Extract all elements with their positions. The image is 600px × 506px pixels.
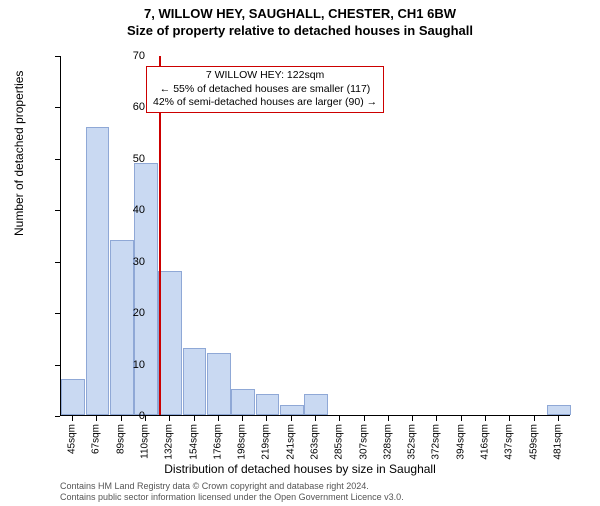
- credits-line1: Contains HM Land Registry data © Crown c…: [60, 481, 404, 492]
- xtick-mark: [72, 416, 73, 421]
- xtick-mark: [339, 416, 340, 421]
- histogram-bar: [86, 127, 110, 415]
- histogram-bar: [183, 348, 207, 415]
- xtick-mark: [388, 416, 389, 421]
- xtick-label: 110sqm: [140, 424, 151, 459]
- annotation-line: ← 55% of detached houses are smaller (11…: [153, 83, 377, 97]
- annotation-line: 7 WILLOW HEY: 122sqm: [153, 69, 377, 83]
- xtick-label: 198sqm: [237, 424, 248, 460]
- histogram-bar: [134, 163, 158, 415]
- xtick-label: 416sqm: [480, 424, 491, 460]
- y-axis-label: Number of detached properties: [12, 71, 26, 236]
- histogram-bar: [304, 394, 328, 415]
- ytick-label: 20: [115, 307, 145, 319]
- histogram-bar: [547, 405, 571, 415]
- ytick-label: 60: [115, 101, 145, 113]
- xtick-label: 372sqm: [431, 424, 442, 460]
- xtick-label: 328sqm: [382, 424, 393, 460]
- xtick-mark: [364, 416, 365, 421]
- ytick-mark: [55, 365, 60, 366]
- histogram-bar: [158, 271, 182, 415]
- ytick-mark: [55, 56, 60, 57]
- histogram-bar: [207, 353, 231, 415]
- xtick-label: 67sqm: [91, 424, 102, 454]
- xtick-mark: [96, 416, 97, 421]
- ytick-mark: [55, 107, 60, 108]
- x-axis-label: Distribution of detached houses by size …: [0, 462, 600, 476]
- ytick-label: 40: [115, 204, 145, 216]
- xtick-mark: [218, 416, 219, 421]
- histogram-bar: [256, 394, 280, 415]
- xtick-label: 481sqm: [552, 424, 563, 460]
- ytick-mark: [55, 416, 60, 417]
- histogram-bar: [61, 379, 85, 415]
- xtick-label: 307sqm: [358, 424, 369, 460]
- xtick-label: 459sqm: [528, 424, 539, 460]
- chart-title-line1: 7, WILLOW HEY, SAUGHALL, CHESTER, CH1 6B…: [0, 6, 600, 21]
- xtick-mark: [266, 416, 267, 421]
- xtick-mark: [169, 416, 170, 421]
- xtick-mark: [145, 416, 146, 421]
- xtick-label: 352sqm: [407, 424, 418, 460]
- xtick-label: 437sqm: [504, 424, 515, 460]
- ytick-mark: [55, 313, 60, 314]
- xtick-label: 132sqm: [164, 424, 175, 460]
- xtick-label: 394sqm: [455, 424, 466, 460]
- xtick-label: 45sqm: [67, 424, 78, 454]
- xtick-mark: [412, 416, 413, 421]
- credits-line2: Contains public sector information licen…: [60, 492, 404, 503]
- xtick-mark: [534, 416, 535, 421]
- xtick-mark: [194, 416, 195, 421]
- xtick-mark: [436, 416, 437, 421]
- chart-container: 7, WILLOW HEY, SAUGHALL, CHESTER, CH1 6B…: [0, 6, 600, 506]
- ytick-label: 70: [115, 50, 145, 62]
- ytick-label: 50: [115, 153, 145, 165]
- ytick-mark: [55, 159, 60, 160]
- ytick-mark: [55, 210, 60, 211]
- xtick-label: 241sqm: [285, 424, 296, 460]
- ytick-label: 30: [115, 256, 145, 268]
- xtick-mark: [315, 416, 316, 421]
- xtick-mark: [242, 416, 243, 421]
- xtick-label: 154sqm: [188, 424, 199, 460]
- xtick-label: 89sqm: [115, 424, 126, 454]
- xtick-label: 263sqm: [310, 424, 321, 460]
- xtick-label: 219sqm: [261, 424, 272, 460]
- xtick-mark: [291, 416, 292, 421]
- ytick-label: 10: [115, 359, 145, 371]
- xtick-mark: [558, 416, 559, 421]
- ytick-mark: [55, 262, 60, 263]
- xtick-mark: [485, 416, 486, 421]
- annotation-line: 42% of semi-detached houses are larger (…: [153, 96, 377, 110]
- chart-title-line2: Size of property relative to detached ho…: [0, 23, 600, 38]
- histogram-bar: [231, 389, 255, 415]
- histogram-bar: [280, 405, 304, 415]
- ytick-label: 0: [115, 410, 145, 422]
- xtick-label: 285sqm: [334, 424, 345, 460]
- xtick-label: 176sqm: [212, 424, 223, 460]
- xtick-mark: [509, 416, 510, 421]
- xtick-mark: [461, 416, 462, 421]
- annotation-box: 7 WILLOW HEY: 122sqm← 55% of detached ho…: [146, 66, 384, 113]
